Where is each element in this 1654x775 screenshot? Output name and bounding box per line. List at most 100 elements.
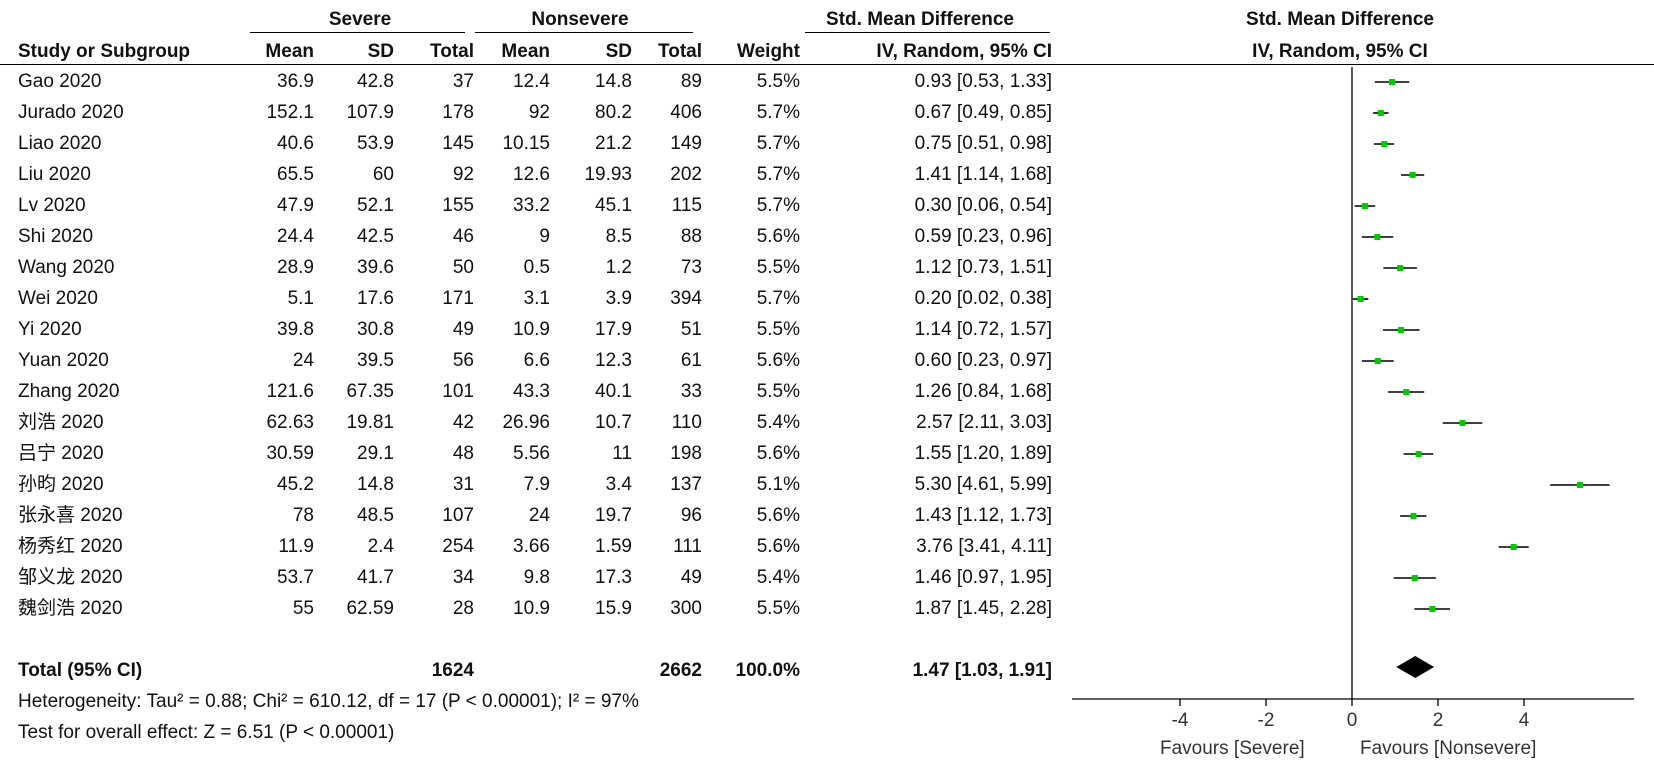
point-estimate [1510, 544, 1517, 550]
point-estimate [1403, 389, 1410, 395]
total-severe: 31 [452, 474, 474, 495]
mean-nonsevere: 9 [539, 226, 550, 247]
header-rule [0, 64, 1654, 65]
total-nonsevere: 96 [680, 505, 702, 526]
study-name: Wang 2020 [18, 257, 115, 278]
point-estimate [1429, 606, 1436, 612]
mean-nonsevere: 10.9 [513, 598, 550, 619]
point-estimate [1388, 79, 1395, 85]
sd-severe: 52.1 [357, 195, 394, 216]
mean-nonsevere: 26.96 [502, 412, 550, 433]
point-estimate [1374, 234, 1381, 240]
mean-nonsevere: 12.6 [513, 164, 550, 185]
mean-severe: 24 [292, 350, 314, 371]
study-name: 魏剑浩 2020 [18, 598, 123, 619]
total-severe: 178 [442, 102, 474, 123]
plot-title: Std. Mean Difference [1246, 9, 1434, 30]
total-nonsevere: 198 [670, 443, 702, 464]
sd-severe: 17.6 [357, 288, 394, 309]
ci-value: 1.14 [0.72, 1.57] [914, 319, 1052, 340]
total-severe: 50 [452, 257, 474, 278]
sd-nonsevere: 3.9 [605, 288, 632, 309]
col-total-nonsevere: Total [658, 41, 702, 62]
ci-value: 2.57 [2.11, 3.03] [916, 412, 1052, 433]
sd-severe: 42.8 [357, 71, 394, 92]
weight: 5.5% [756, 257, 800, 278]
total-nonsevere: 406 [670, 102, 702, 123]
study-name: Jurado 2020 [18, 102, 124, 123]
point-estimate [1397, 265, 1404, 271]
mean-severe: 62.63 [266, 412, 314, 433]
ci-value: 0.75 [0.51, 0.98] [914, 133, 1052, 154]
total-nonsevere: 51 [680, 319, 702, 340]
sd-nonsevere: 14.8 [595, 71, 632, 92]
sd-severe: 29.1 [357, 443, 394, 464]
study-name: Lv 2020 [18, 195, 86, 216]
severe-group-header: Severe [328, 9, 392, 30]
smd-group-header: Std. Mean Difference [826, 9, 1014, 30]
total-severe: 48 [452, 443, 474, 464]
plot-subtitle: IV, Random, 95% CI [1252, 41, 1428, 62]
ci-value: 1.46 [0.97, 1.95] [914, 567, 1052, 588]
mean-nonsevere: 43.3 [513, 381, 550, 402]
total-nonsevere: 88 [680, 226, 702, 247]
ci-value: 1.87 [1.45, 2.28] [914, 598, 1052, 619]
point-estimate [1459, 420, 1466, 426]
total-nonsevere: 61 [680, 350, 702, 371]
point-estimate [1409, 172, 1416, 178]
mean-severe: 30.59 [266, 443, 314, 464]
total-nonsevere: 149 [670, 133, 702, 154]
mean-severe: 39.8 [277, 319, 314, 340]
sd-nonsevere: 11 [612, 443, 632, 464]
sd-severe: 30.8 [357, 319, 394, 340]
weight: 5.6% [756, 443, 800, 464]
x-tick-label: -4 [1172, 710, 1189, 731]
total-severe: 101 [442, 381, 474, 402]
mean-nonsevere: 24 [528, 505, 550, 526]
study-name: Zhang 2020 [18, 381, 120, 402]
study-name: Shi 2020 [18, 226, 94, 247]
total-nonsevere: 394 [670, 288, 702, 309]
study-name: Yi 2020 [18, 319, 82, 340]
total-label: Total (95% CI) [18, 660, 143, 681]
weight: 5.5% [756, 598, 800, 619]
sd-severe: 41.7 [357, 567, 394, 588]
total-severe: 42 [452, 412, 474, 433]
x-tick-label: 4 [1519, 710, 1530, 731]
sd-severe: 42.5 [357, 226, 394, 247]
total-severe: 155 [442, 195, 474, 216]
study-name: Gao 2020 [18, 71, 102, 92]
ci-value: 1.55 [1.20, 1.89] [914, 443, 1052, 464]
study-name: 杨秀红 2020 [18, 536, 123, 557]
point-estimate [1398, 327, 1405, 333]
mean-severe: 152.1 [266, 102, 314, 123]
col-sd-severe: SD [367, 41, 394, 62]
col-mean-severe: Mean [265, 41, 314, 62]
sd-nonsevere: 15.9 [595, 598, 632, 619]
weight: 5.1% [756, 474, 800, 495]
col-mean-nonsevere: Mean [501, 41, 550, 62]
heterogeneity-text: Heterogeneity: Tau² = 0.88; Chi² = 610.1… [18, 691, 639, 712]
sd-nonsevere: 17.3 [595, 567, 632, 588]
ci-value: 0.59 [0.23, 0.96] [914, 226, 1052, 247]
sd-nonsevere: 17.9 [595, 319, 632, 340]
study-name: 吕宁 2020 [18, 443, 104, 464]
total-nonsevere: 300 [670, 598, 702, 619]
point-estimate [1374, 358, 1381, 364]
mean-nonsevere: 33.2 [513, 195, 550, 216]
weight: 5.7% [756, 133, 800, 154]
total-severe: 56 [452, 350, 474, 371]
total-nonsevere: 73 [680, 257, 702, 278]
total-nonsevere: 111 [673, 536, 702, 557]
sd-severe: 53.9 [357, 133, 394, 154]
favours-nonsevere-label: Favours [Nonsevere] [1360, 738, 1537, 759]
mean-severe: 55 [292, 598, 314, 619]
mean-nonsevere: 9.8 [523, 567, 550, 588]
mean-severe: 36.9 [277, 71, 314, 92]
nonsevere-group-header: Nonsevere [531, 9, 629, 30]
sd-nonsevere: 80.2 [595, 102, 632, 123]
mean-severe: 45.2 [277, 474, 314, 495]
total-severe: 1624 [431, 660, 474, 681]
weight: 5.4% [756, 412, 800, 433]
mean-severe: 78 [292, 505, 314, 526]
